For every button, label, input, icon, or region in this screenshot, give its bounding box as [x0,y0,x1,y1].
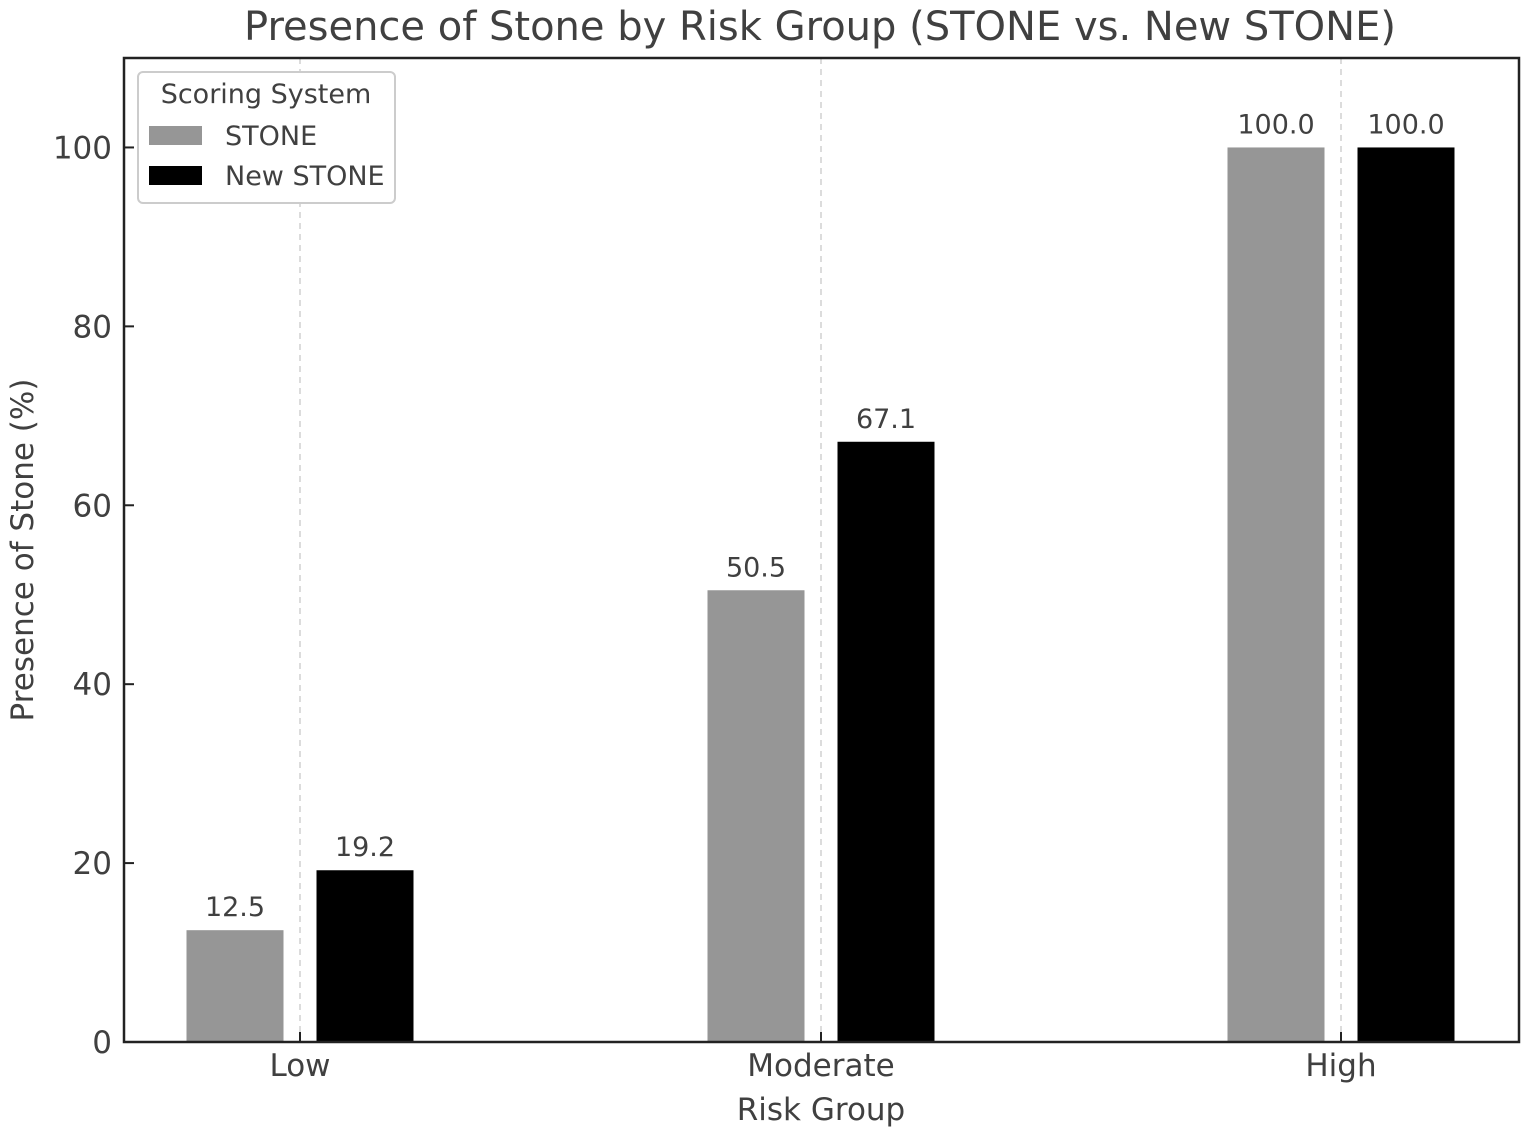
x-axis-label: Risk Group [737,1092,906,1128]
bar-new-stone-low [316,870,414,1042]
bar-stone-moderate [707,590,805,1042]
x-axis: Low Moderate High [269,1032,1377,1084]
bar-new-stone-moderate [837,441,935,1042]
grid-layer [299,58,1342,1042]
data-label-stone-low: 12.5 [205,892,265,923]
bar-stone-low [186,930,284,1042]
y-tick-label-60: 60 [73,488,112,524]
legend-swatch-stone [149,126,202,145]
y-tick-label-100: 100 [53,130,112,166]
x-tick-label-low: Low [269,1048,330,1084]
legend-title: Scoring System [161,79,372,110]
y-axis: 0 20 40 60 80 100 [53,130,134,1061]
bar-stone-high [1227,147,1325,1043]
data-label-new-stone-high: 100.0 [1367,109,1444,140]
legend-box [137,71,396,204]
legend-swatch-new-stone [149,166,202,185]
data-label-new-stone-low: 19.2 [335,832,395,863]
bar-new-stone-high [1357,147,1455,1043]
chart-title: Presence of Stone by Risk Group (STONE v… [244,4,1396,50]
y-axis-label: Presence of Stone (%) [5,379,41,722]
y-tick-label-20: 20 [73,846,112,882]
legend-label-new-stone: New STONE [225,161,385,192]
legend-label-stone: STONE [225,121,317,152]
bars-layer [186,147,1455,1043]
legend: Scoring System STONE New STONE [137,71,396,204]
y-tick-label-40: 40 [73,667,112,703]
data-label-stone-moderate: 50.5 [726,552,786,583]
data-label-new-stone-moderate: 67.1 [856,404,916,435]
data-label-stone-high: 100.0 [1237,109,1314,140]
y-tick-label-0: 0 [92,1025,112,1061]
x-tick-label-high: High [1305,1048,1376,1084]
y-tick-label-80: 80 [73,309,112,345]
x-tick-label-moderate: Moderate [747,1048,894,1084]
data-labels-layer: 12.5 50.5 100.0 19.2 67.1 100.0 [205,109,1445,923]
